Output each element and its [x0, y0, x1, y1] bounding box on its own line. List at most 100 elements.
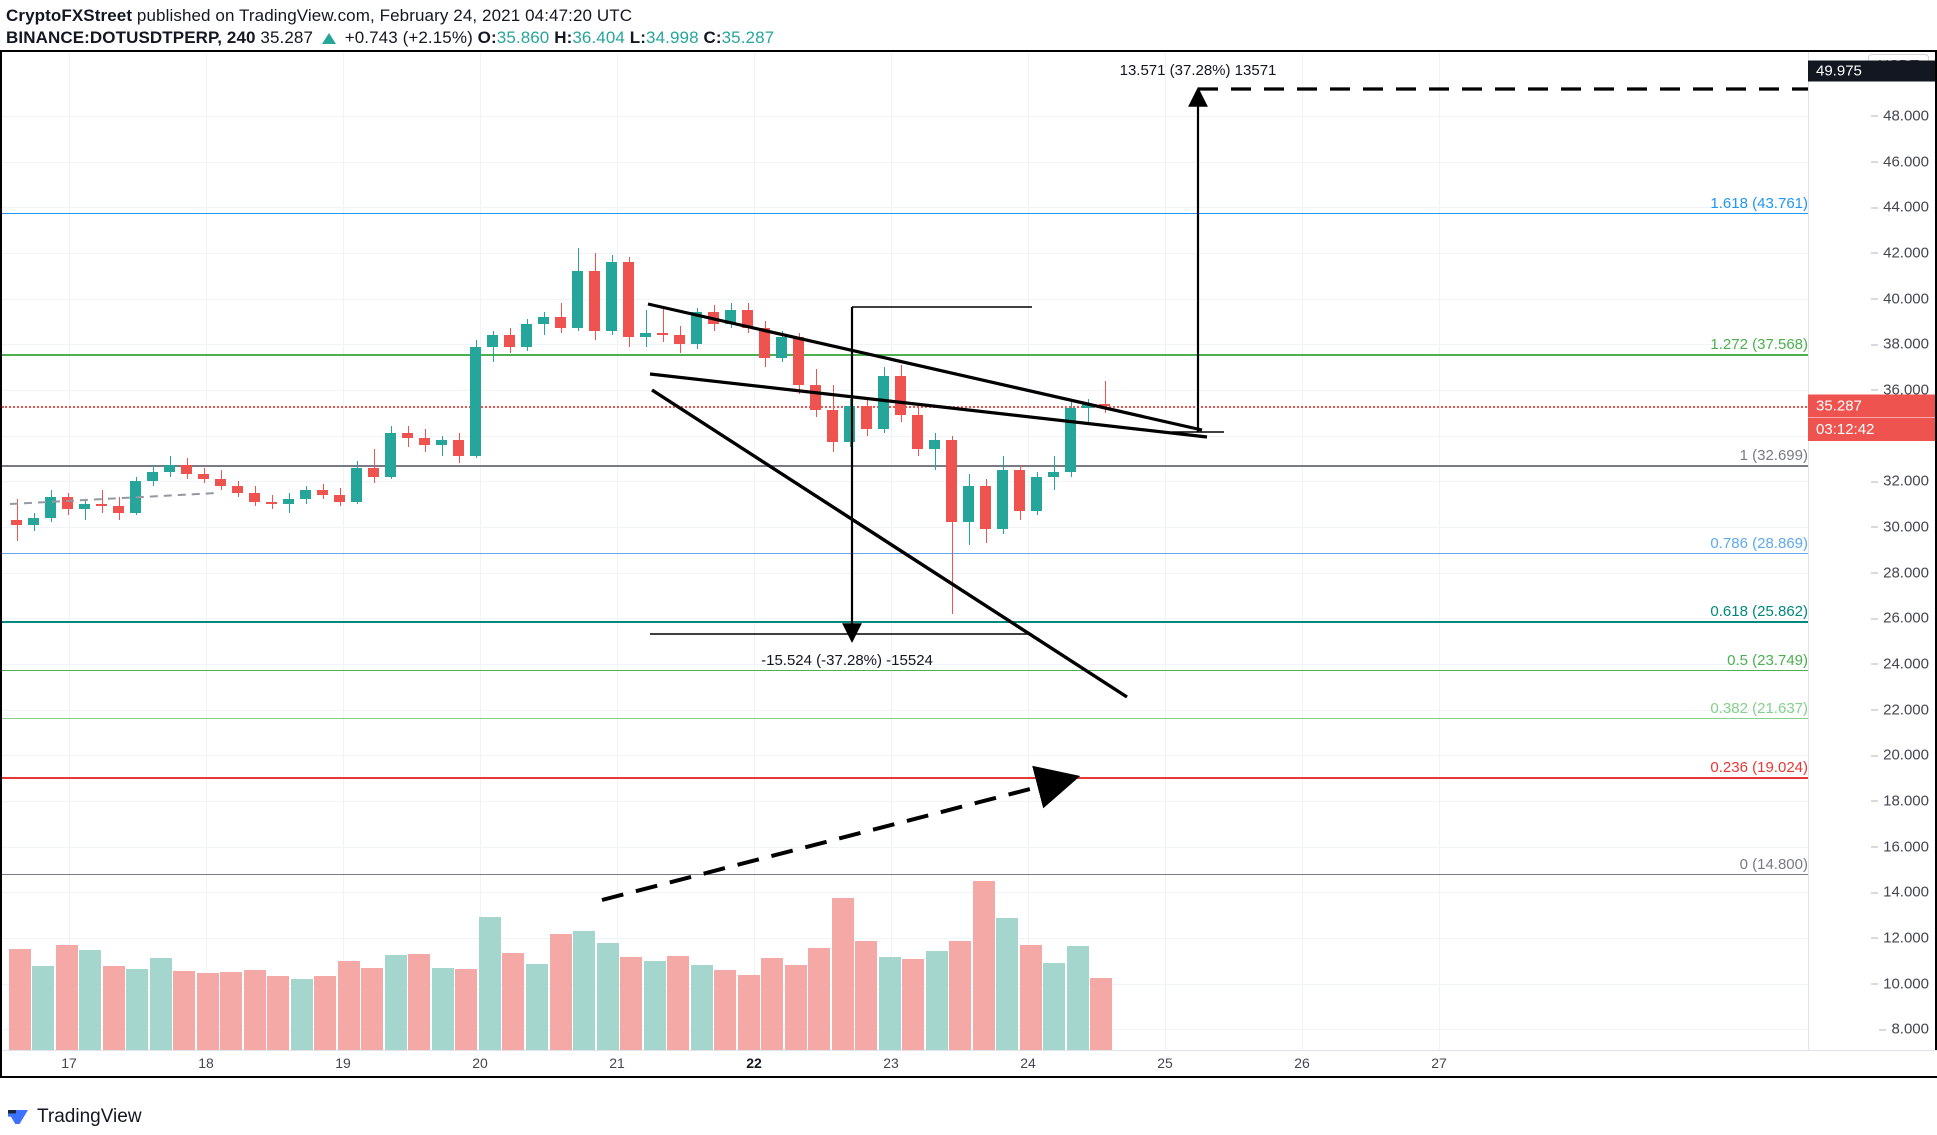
time-tick-25: 25 — [1157, 1055, 1173, 1071]
price-axis[interactable]: USDT 48.00046.00044.00042.00040.00038.00… — [1808, 52, 1935, 1052]
candle-body — [708, 312, 719, 324]
time-tick-24: 24 — [1020, 1055, 1036, 1071]
candle-body — [895, 376, 906, 415]
fib-level-line-0 — [2, 873, 1810, 876]
candle-body — [504, 335, 515, 347]
candle-body — [861, 405, 872, 429]
price-tick: 44.000 — [1871, 199, 1929, 216]
downside-measure-label: -15.524 (-37.28%) -15524 — [761, 652, 933, 669]
gridline — [2, 709, 1810, 711]
price-tick: 42.000 — [1871, 244, 1929, 261]
volume-bar — [949, 940, 971, 1052]
volume-bar — [620, 957, 642, 1052]
fib-level-label-0: 0 (14.800) — [1739, 855, 1808, 873]
publish-info: CryptoFXStreet published on TradingView.… — [6, 6, 632, 26]
fib-level-label-0.786: 0.786 (28.869) — [1710, 534, 1808, 552]
volume-bar — [902, 959, 924, 1052]
candle-body — [317, 490, 328, 495]
price-change: +0.743 (+2.15%) — [344, 28, 473, 47]
volume-bar — [808, 948, 830, 1052]
fib-level-line-1.272 — [2, 354, 1810, 356]
candle-body — [147, 472, 158, 482]
candle-body — [487, 335, 498, 347]
symbol-ticker[interactable]: BINANCE:DOTUSDTPERP, 240 — [6, 28, 256, 47]
candle-body — [878, 376, 889, 429]
candle-body — [232, 485, 243, 493]
vertical-gridline — [1439, 52, 1440, 1052]
price-tick: 26.000 — [1871, 610, 1929, 627]
candle-body — [334, 494, 345, 502]
candle-body — [640, 332, 651, 338]
close-label: C: — [703, 28, 722, 47]
candle-body — [385, 433, 396, 477]
tick-dash — [1871, 481, 1879, 483]
candle-wick — [102, 490, 103, 514]
candle-body — [470, 346, 481, 457]
countdown-badge: 03:12:42 — [1808, 418, 1935, 442]
volume-bar — [502, 952, 524, 1052]
fib-level-line-0.382 — [2, 717, 1810, 720]
candle-body — [11, 520, 22, 525]
volume-bar — [9, 949, 31, 1052]
volume-bar — [479, 917, 501, 1052]
candle-body — [351, 467, 362, 502]
tick-dash — [1871, 572, 1879, 574]
tick-dash — [1871, 207, 1879, 209]
candle-body — [164, 465, 175, 473]
gridline — [2, 298, 1810, 300]
candle-wick — [646, 309, 647, 347]
fib-level-label-0.236: 0.236 (19.024) — [1710, 759, 1808, 777]
tick-dash — [1871, 389, 1879, 391]
fib-level-line-1 — [2, 465, 1810, 467]
volume-bar — [926, 950, 948, 1052]
open-value: 35.860 — [496, 28, 550, 47]
fib-level-line-0.618 — [2, 621, 1810, 623]
volume-bar — [1067, 946, 1089, 1052]
price-tick: 32.000 — [1871, 473, 1929, 490]
candle-wick — [544, 312, 545, 336]
target-price-badge: 49.975 — [1808, 60, 1935, 82]
price-tick: 12.000 — [1871, 929, 1929, 946]
candle-body — [45, 497, 56, 518]
price-plot-area[interactable]: 1.618 (43.761) 1.272 (37.568) 1 (32.699) 0.… — [2, 52, 1810, 1052]
tradingview-footer: TradingView — [6, 1105, 142, 1129]
vertical-gridline — [617, 52, 618, 1052]
chart-frame: 1.618 (43.761) 1.272 (37.568) 1 (32.699) 0.… — [0, 50, 1937, 1078]
gridline — [2, 937, 1810, 939]
gridline — [2, 389, 1810, 391]
candle-body — [623, 262, 634, 338]
candle-body — [538, 316, 549, 324]
volume-bar — [197, 973, 219, 1052]
gridline — [2, 252, 1810, 254]
candle-body — [1048, 472, 1059, 477]
candle-body — [28, 517, 39, 525]
time-tick-27: 27 — [1431, 1055, 1447, 1071]
open-label: O: — [477, 28, 497, 47]
gridline — [2, 618, 1810, 620]
time-tick-17: 17 — [61, 1055, 77, 1071]
candle-body — [844, 405, 855, 443]
price-tick: 36.000 — [1871, 381, 1929, 398]
fib-level-label-0.382: 0.382 (21.637) — [1710, 699, 1808, 717]
fib-level-line-1.618 — [2, 212, 1810, 215]
volume-bar — [1043, 962, 1065, 1052]
volume-bar — [79, 950, 101, 1052]
publish-date-text: published on TradingView.com, February 2… — [136, 6, 633, 25]
volume-bar — [761, 958, 783, 1052]
gridline — [2, 846, 1810, 848]
time-axis[interactable]: 17 18 19 20 21 22 23 24 25 26 27 — [2, 1050, 1937, 1076]
triangle-up-icon — [321, 33, 336, 44]
candle-body — [759, 328, 770, 358]
volume-bar — [996, 917, 1018, 1052]
upside-measure-label: 13.571 (37.28%) 13571 — [1119, 62, 1277, 79]
price-tick: 40.000 — [1871, 290, 1929, 307]
fib-level-label-1.618: 1.618 (43.761) — [1710, 194, 1808, 212]
current-price-line — [2, 406, 1810, 409]
price-tick: 48.000 — [1871, 107, 1929, 124]
candle-body — [283, 499, 294, 505]
volume-bar — [1020, 945, 1042, 1052]
publisher-name: CryptoFXStreet — [6, 6, 133, 25]
volume-bar — [855, 940, 877, 1052]
tick-dash — [1871, 663, 1879, 665]
price-tick: 30.000 — [1871, 518, 1929, 535]
